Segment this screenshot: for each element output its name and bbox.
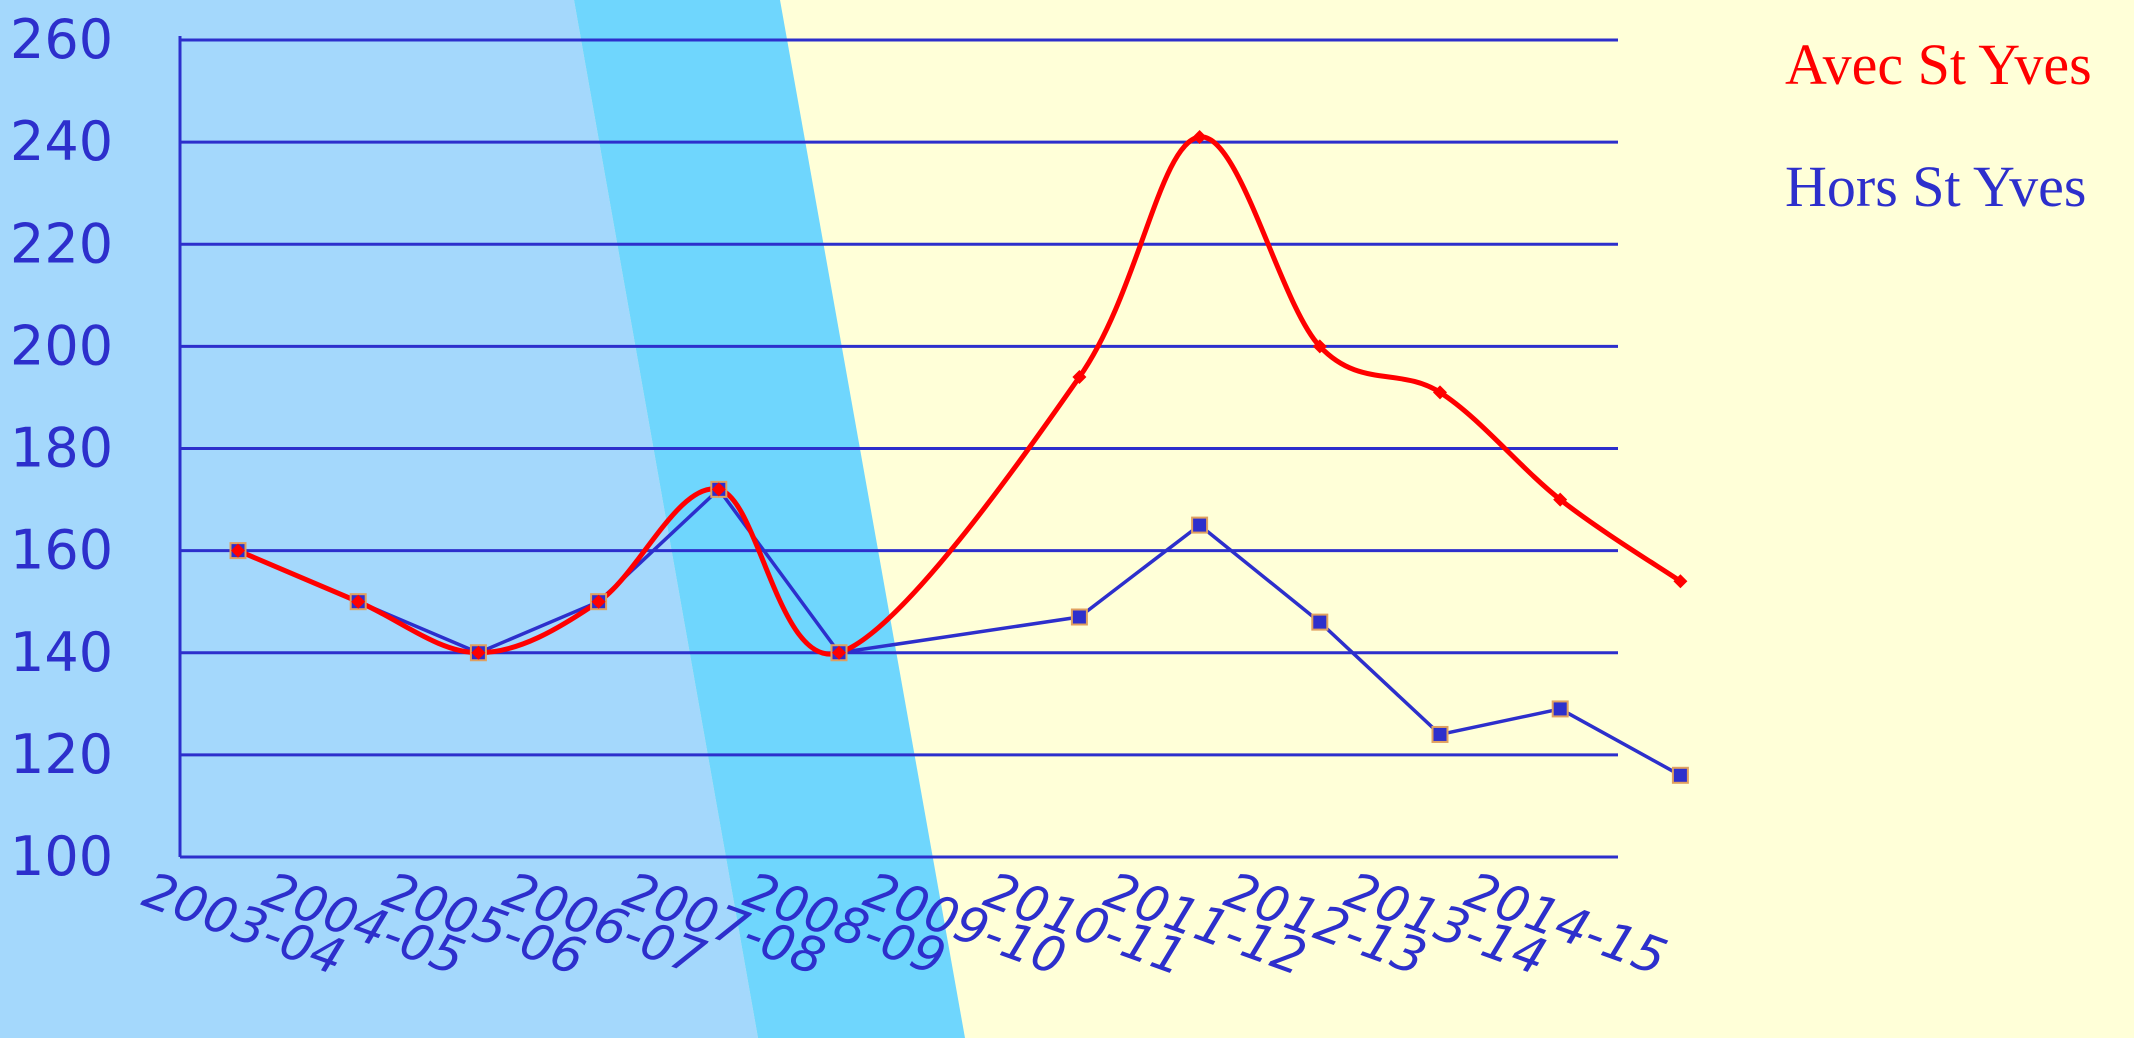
data-point-avec-st-yves: [1312, 339, 1327, 354]
y-tick-label: 200: [10, 314, 113, 377]
y-tick-label: 100: [10, 825, 113, 888]
data-point-avec-st-yves: [591, 594, 606, 609]
y-tick-label: 220: [10, 212, 113, 275]
data-point-avec-st-yves: [471, 645, 486, 660]
y-tick-label: 240: [10, 110, 113, 173]
data-point-hors-st-yves: [1551, 700, 1569, 718]
y-tick-label: 140: [10, 621, 113, 684]
data-point-avec-st-yves: [1673, 574, 1688, 589]
background-light-blue-region: [0, 0, 758, 1038]
y-tick-label: 180: [10, 417, 113, 480]
legend-entry-avec-st-yves: Avec St Yves: [1785, 32, 2092, 97]
data-point-avec-st-yves: [711, 482, 726, 497]
data-point-avec-st-yves: [1192, 130, 1207, 145]
data-point-hors-st-yves: [1070, 608, 1088, 626]
data-point-avec-st-yves: [832, 645, 846, 660]
data-point-avec-st-yves: [1553, 492, 1568, 507]
data-point-hors-st-yves: [1671, 766, 1689, 784]
data-point-avec-st-yves: [1072, 370, 1087, 385]
background-diagonal-band: [574, 0, 965, 1038]
data-point-avec-st-yves: [1433, 385, 1447, 400]
legend-entry-hors-st-yves: Hors St Yves: [1785, 154, 2086, 219]
y-tick-label: 260: [10, 8, 113, 71]
y-axis-tick-labels: 100 120 140 160 180 200 220 240 260: [10, 8, 113, 888]
legend: Avec St Yves Hors St Yves: [1785, 32, 2092, 219]
series-group: [229, 130, 1689, 784]
data-point-hors-st-yves: [1191, 516, 1209, 534]
data-point-avec-st-yves: [231, 543, 245, 558]
y-tick-label: 160: [10, 519, 113, 582]
data-point-hors-st-yves: [1311, 613, 1329, 631]
y-tick-label: 120: [10, 723, 113, 786]
data-point-avec-st-yves: [351, 594, 366, 609]
series-line-hors-st-yves: [237, 487, 1682, 777]
data-point-hors-st-yves: [1431, 725, 1449, 743]
gridlines: [178, 36, 1618, 859]
